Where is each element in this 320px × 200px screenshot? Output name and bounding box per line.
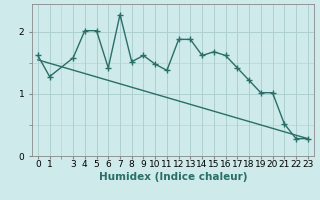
X-axis label: Humidex (Indice chaleur): Humidex (Indice chaleur) [99,172,247,182]
